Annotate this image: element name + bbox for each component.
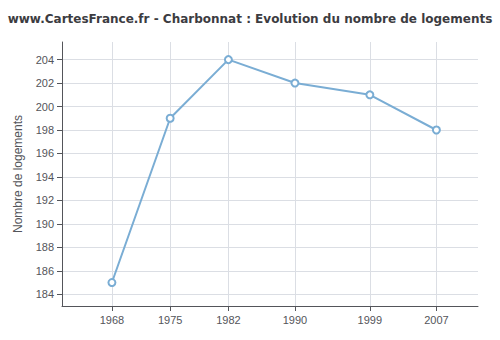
svg-text:1968: 1968 (100, 314, 124, 326)
svg-text:1975: 1975 (158, 314, 182, 326)
svg-text:202: 202 (36, 77, 54, 89)
svg-text:1982: 1982 (216, 314, 240, 326)
svg-text:www.CartesFrance.fr - Charbonn: www.CartesFrance.fr - Charbonnat : Evolu… (8, 12, 493, 26)
svg-text:188: 188 (36, 241, 54, 253)
svg-text:184: 184 (36, 288, 54, 300)
svg-text:198: 198 (36, 124, 54, 136)
svg-text:Nombre de logements: Nombre de logements (11, 115, 25, 233)
svg-text:194: 194 (36, 171, 54, 183)
svg-text:1990: 1990 (283, 314, 307, 326)
svg-text:190: 190 (36, 218, 54, 230)
svg-text:204: 204 (36, 54, 54, 66)
svg-text:186: 186 (36, 265, 54, 277)
svg-text:196: 196 (36, 147, 54, 159)
svg-text:2007: 2007 (424, 314, 448, 326)
svg-text:192: 192 (36, 194, 54, 206)
svg-text:1999: 1999 (358, 314, 382, 326)
svg-text:200: 200 (36, 101, 54, 113)
